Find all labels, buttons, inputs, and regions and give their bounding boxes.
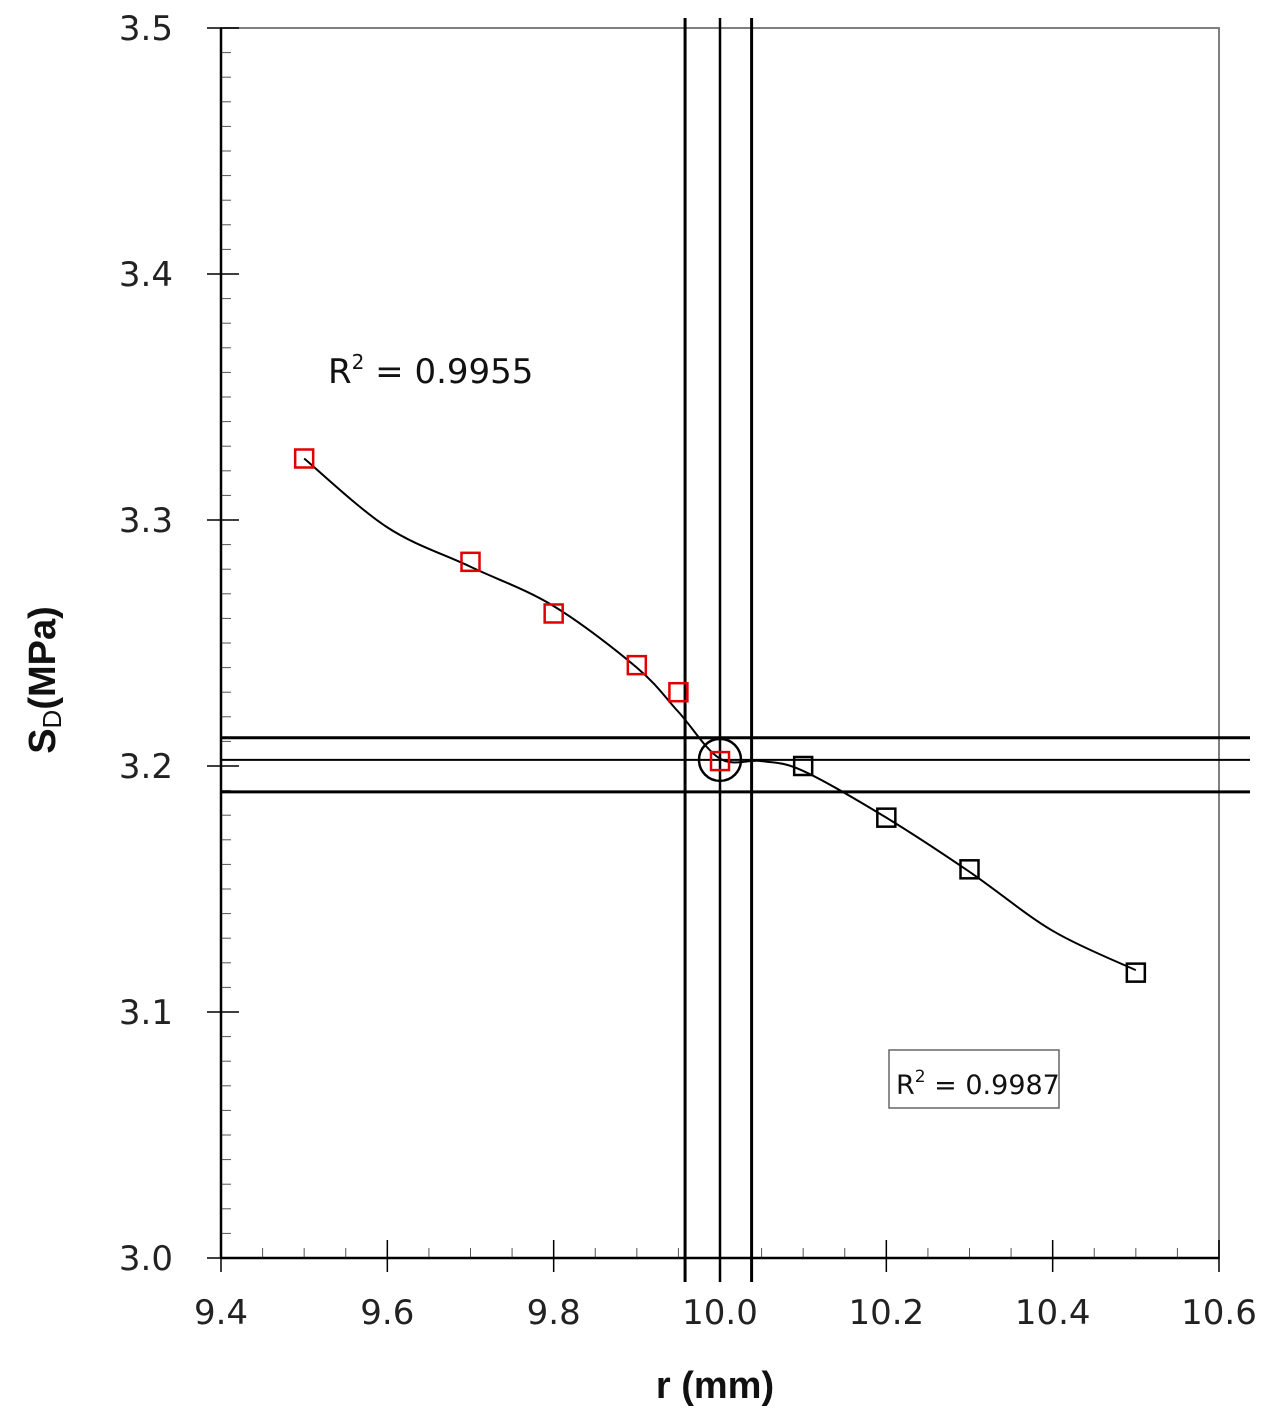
- y-tick-label: 3.1: [119, 993, 173, 1033]
- y-axis-title: SD(MPa): [22, 606, 67, 754]
- ann-2-sup: 2: [915, 1067, 926, 1087]
- x-axis-title: r (mm): [656, 1365, 774, 1407]
- x-tick-label: 9.4: [194, 1293, 248, 1333]
- y-tick-label: 3.2: [119, 747, 173, 787]
- x-tick-label: 10.6: [1181, 1293, 1257, 1333]
- x-tick-label: 9.6: [360, 1293, 414, 1333]
- r-squared-annotation-left: R2 = 0.9955: [328, 350, 533, 392]
- data-point-series-1: [543, 603, 564, 624]
- data-point-series-2: [1125, 962, 1147, 983]
- y-tick-label: 3.4: [119, 255, 173, 295]
- highlight-circle: [697, 737, 743, 783]
- x-tick-labels: 9.4 9.6 9.8 10.0 10.2 10.4 10.6: [194, 1293, 1257, 1333]
- ann-1-rest: = 0.9955: [364, 352, 533, 392]
- x-tick-label: 10.2: [848, 1293, 924, 1333]
- x-tick-label: 10.4: [1015, 1293, 1091, 1333]
- data-point-series-2: [876, 807, 897, 828]
- data-point-series-1: [626, 654, 648, 676]
- ann-2-rest: = 0.9987: [926, 1070, 1060, 1101]
- y-tick-label: 3.5: [119, 9, 173, 49]
- ann-1-sup: 2: [352, 350, 365, 374]
- r-squared-box: [888, 1049, 1060, 1109]
- data-point-series-1: [460, 551, 481, 573]
- minor-ticks: [220, 27, 1220, 1259]
- y-axis-title-subscript: D: [37, 710, 67, 729]
- data-point-series-2: [792, 755, 814, 777]
- reference-lines: [221, 18, 1250, 1282]
- fit-curve: [303, 457, 1137, 972]
- data-point-series-2: [959, 859, 980, 880]
- data-markers: [293, 448, 1147, 983]
- y-axis-title-unit: (MPa): [22, 606, 64, 709]
- ann-2-base: R: [896, 1070, 915, 1101]
- y-tick-label: 3.0: [119, 1239, 173, 1279]
- data-point-series-1: [293, 448, 315, 469]
- ann-1-base: R: [328, 352, 352, 392]
- data-point-series-1: [668, 681, 689, 703]
- y-axis-title-main: S: [22, 728, 64, 753]
- x-tick-label: 10.0: [682, 1293, 758, 1333]
- r-squared-annotation-right: R2 = 0.9987: [896, 1067, 1060, 1101]
- x-tick-label: 9.8: [527, 1293, 581, 1333]
- y-tick-label: 3.3: [119, 501, 173, 541]
- data-point-series-1: [709, 750, 731, 772]
- y-tick-labels: 3.0 3.1 3.2 3.3 3.4 3.5: [119, 9, 173, 1279]
- major-ticks: [207, 27, 1220, 1272]
